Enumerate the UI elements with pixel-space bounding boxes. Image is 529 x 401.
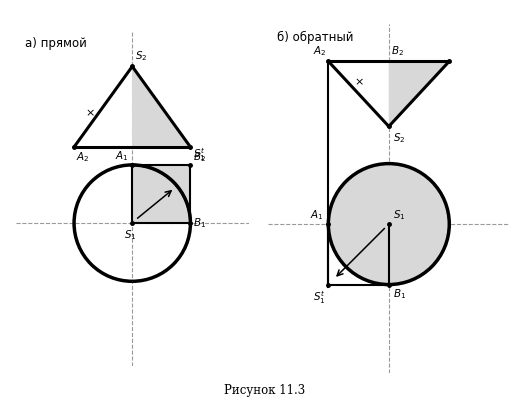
Circle shape — [329, 164, 449, 285]
Text: $\times$: $\times$ — [85, 108, 95, 119]
Text: $B_1$: $B_1$ — [393, 287, 406, 301]
Text: $B_2$: $B_2$ — [193, 151, 206, 164]
Text: $B_1$: $B_1$ — [193, 216, 206, 230]
Polygon shape — [389, 61, 449, 126]
Text: $A_1$: $A_1$ — [310, 208, 324, 222]
Text: $A_1$: $A_1$ — [115, 149, 129, 163]
Polygon shape — [132, 67, 190, 147]
Text: а) прямой: а) прямой — [25, 37, 87, 51]
Text: $B_2$: $B_2$ — [391, 44, 404, 58]
Text: $S_2$: $S_2$ — [135, 49, 148, 63]
Text: $S_1$: $S_1$ — [124, 229, 136, 242]
Text: б) обратный: б) обратный — [277, 31, 354, 44]
Text: $A_2$: $A_2$ — [313, 44, 326, 58]
Text: $S_1$: $S_1$ — [393, 208, 405, 222]
Text: $S_2$: $S_2$ — [393, 131, 405, 145]
Text: Рисунок 11.3: Рисунок 11.3 — [224, 384, 305, 397]
Polygon shape — [132, 165, 190, 223]
Text: $S_1^t$: $S_1^t$ — [314, 289, 326, 306]
Text: $S_1^t$: $S_1^t$ — [193, 146, 205, 163]
Text: $A_2$: $A_2$ — [76, 151, 90, 164]
Text: $\times$: $\times$ — [354, 77, 363, 87]
